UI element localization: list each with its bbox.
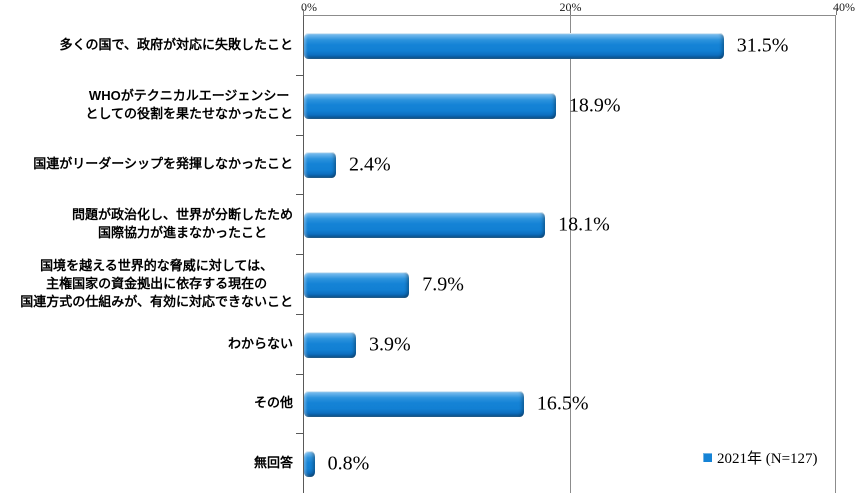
bar-value-label: 2.4%: [348, 153, 391, 176]
y-axis-tick: [296, 313, 303, 315]
y-axis-tick: [296, 373, 303, 375]
bar-value-label: 7.9%: [422, 273, 464, 296]
x-tick-label-0: 0%: [301, 0, 317, 14]
x-tick-label-20: 20%: [559, 0, 582, 14]
y-axis-tick: [296, 134, 303, 136]
bar: [304, 152, 336, 179]
category-label: WHOがテクニカルエージェンシー としての役割を果たせなかったこと: [85, 87, 293, 121]
plot-area: 31.5% 18.9% 2.4% 18.1% 7.9% 3.9% 16.5% 0.8%: [303, 15, 836, 493]
category-label: わからない: [227, 335, 293, 351]
bar: [304, 391, 524, 418]
y-axis-tick: [296, 74, 303, 76]
bar-value-label: 16.5%: [536, 392, 589, 415]
category-label: 国連がリーダーシップを発揮しなかったこと: [33, 156, 293, 172]
bar: [304, 331, 356, 358]
x-tick-mark: [569, 9, 571, 15]
bar: [304, 271, 410, 298]
category-label: 多くの国で、政府が対応に失敗したこと: [59, 36, 293, 52]
y-axis-tick: [296, 194, 303, 196]
bar: [304, 212, 546, 239]
x-tick-mark: [836, 9, 837, 15]
y-axis-tick: [296, 433, 303, 435]
category-label: その他: [253, 395, 293, 411]
bar: [304, 32, 724, 59]
bar: [304, 451, 315, 478]
bar-value-label: 31.5%: [736, 34, 789, 57]
bar-value-label: 0.8%: [327, 452, 370, 475]
bar-value-label: 3.9%: [368, 333, 411, 356]
bar: [304, 92, 556, 119]
legend: 2021年 (N=127): [703, 447, 818, 468]
bar-value-label: 18.9%: [568, 94, 621, 117]
legend-square-icon: [703, 453, 712, 462]
x-tick-mark: [303, 9, 304, 15]
x-tick-label-40: 40%: [833, 0, 855, 14]
bar-value-label: 18.1%: [558, 213, 610, 236]
category-label: 問題が政治化し、世界が分断したため 国際協力が進まなかったこと: [71, 207, 293, 241]
category-label: 無回答: [253, 455, 293, 471]
gridline-20pct: [569, 16, 571, 493]
y-axis-tick: [296, 254, 303, 255]
legend-label: 2021年 (N=127): [717, 451, 818, 467]
category-label: 国境を越える世界的な脅威に対しては、 主権国家の資金拠出に依存する現在の 国連方式の…: [20, 257, 293, 309]
